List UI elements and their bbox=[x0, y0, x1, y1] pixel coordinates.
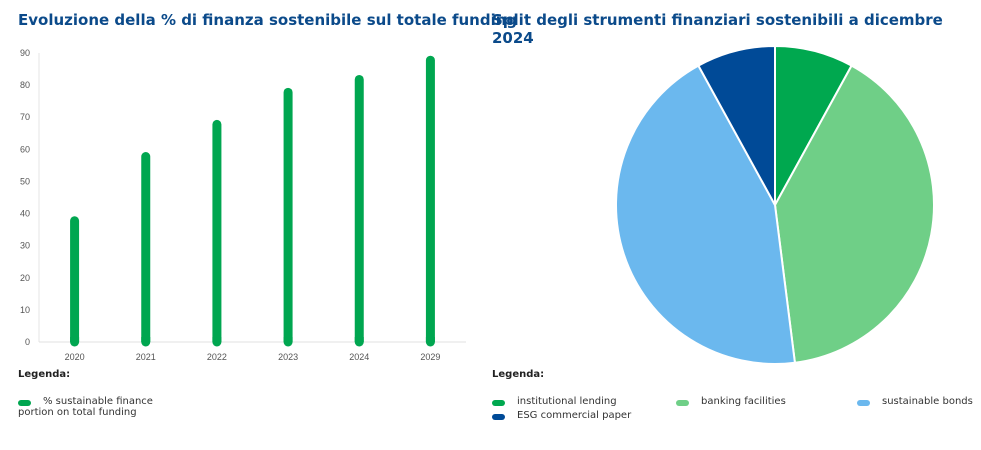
x-tick-label: 2023 bbox=[278, 352, 298, 362]
y-tick-label: 40 bbox=[20, 209, 30, 219]
pie-legend-item: ESG commercial paper bbox=[492, 410, 631, 421]
legend-label-cont: portion on total funding bbox=[18, 407, 137, 418]
x-tick-label: 2020 bbox=[65, 352, 85, 362]
bar-base bbox=[141, 337, 151, 342]
legend-label: % sustainable finance bbox=[43, 396, 153, 407]
y-tick-label: 60 bbox=[20, 144, 30, 154]
pie-slice-sustainable-bonds bbox=[615, 64, 797, 365]
y-tick-label: 70 bbox=[20, 112, 30, 122]
pie-legend-item: sustainable bonds bbox=[857, 396, 973, 407]
y-tick-label: 50 bbox=[20, 176, 30, 186]
bar-legend-item: % sustainable finance portion on total f… bbox=[18, 396, 153, 418]
y-tick-label: 0 bbox=[25, 337, 30, 347]
bar-chart-title: Evoluzione della % di finanza sostenibil… bbox=[18, 11, 518, 29]
pie-chart-title: Split degli strumenti finanziari sosteni… bbox=[492, 11, 943, 47]
pie-chart bbox=[615, 44, 935, 365]
legend-label: ESG commercial paper bbox=[517, 410, 632, 421]
bar-legend-title: Legenda: bbox=[18, 369, 71, 380]
y-tick-label: 20 bbox=[20, 273, 30, 283]
y-tick-label: 80 bbox=[20, 80, 30, 90]
bar-base bbox=[212, 337, 222, 342]
pie-slice-banking-facilities bbox=[773, 64, 935, 364]
pie-legend-title: Legenda: bbox=[492, 369, 545, 380]
pie-legend-item: banking facilities bbox=[676, 396, 786, 407]
bar-base bbox=[70, 337, 80, 342]
x-tick-label: 2024 bbox=[349, 352, 369, 362]
x-tick-label: 2021 bbox=[136, 352, 156, 362]
pie-slice-esg-commercial-paper bbox=[697, 44, 776, 206]
legend-label: sustainable bonds bbox=[882, 396, 973, 407]
legend-label: banking facilities bbox=[701, 396, 786, 407]
pie-legend-item: institutional lending bbox=[492, 396, 617, 407]
bar-base bbox=[354, 337, 364, 342]
y-tick-label: 30 bbox=[20, 241, 30, 251]
legend-swatch bbox=[18, 400, 31, 406]
y-tick-label: 10 bbox=[20, 305, 30, 315]
y-tick-label: 90 bbox=[20, 48, 30, 58]
legend-label: institutional lending bbox=[517, 396, 617, 407]
bar-base bbox=[283, 337, 293, 342]
bar-base bbox=[425, 337, 435, 342]
bar-chart: 0 10 20 30 40 50 60 70 80 90 2020 2021 2022 2023 2024 2… bbox=[20, 48, 466, 362]
x-tick-label: 2029 bbox=[420, 352, 440, 362]
x-tick-label: 2022 bbox=[207, 352, 227, 362]
